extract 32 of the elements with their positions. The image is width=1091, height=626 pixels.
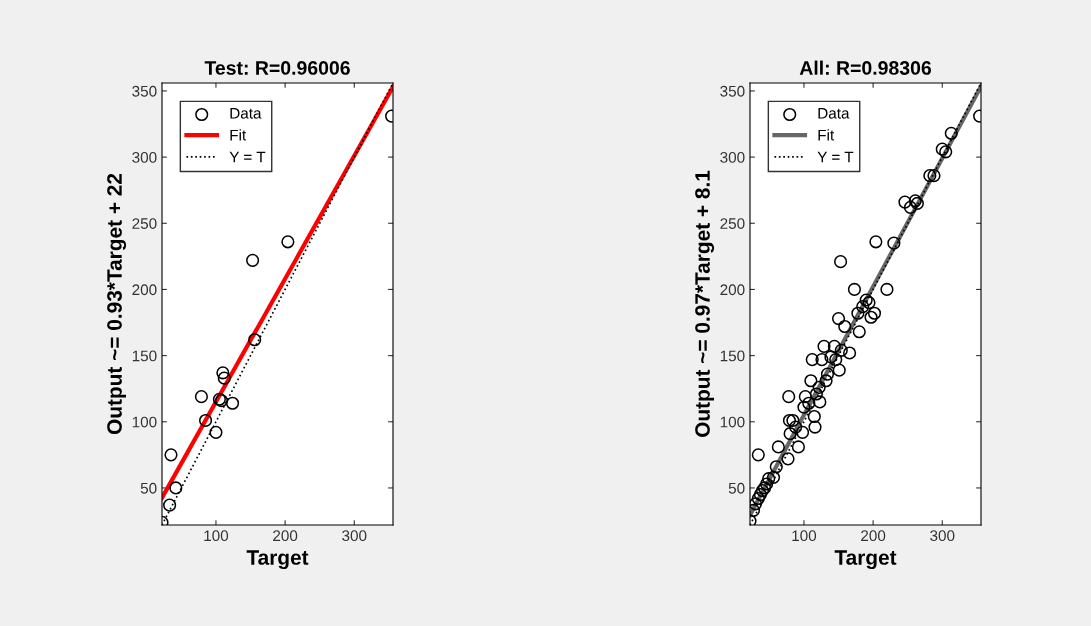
y-tick-label: 350 (720, 85, 745, 97)
y-axis-title: Output ~= 0.93*Target + 22 (107, 173, 127, 435)
y-tick-label: 50 (728, 482, 745, 494)
x-tick-label: 300 (342, 530, 367, 542)
chart-title: Test: R=0.96006 (204, 61, 350, 75)
legend-label: Fit (230, 129, 247, 141)
y-tick-label: 250 (720, 218, 745, 229)
y-tick-label: 100 (720, 416, 745, 428)
y-tick-label: 200 (132, 284, 157, 296)
y-tick-label: 50 (140, 482, 157, 494)
x-axis-title: Target (834, 550, 897, 570)
y-axis-title: Output ~= 0.97*Target + 8.1 (695, 170, 715, 437)
y-tick-label: 300 (132, 151, 157, 163)
legend-label: Data (818, 108, 850, 119)
x-axis-title: Target (246, 550, 309, 570)
legend-label: Y = T (229, 151, 266, 163)
y-tick-label: 100 (132, 416, 157, 428)
chart-title: All: R=0.98306 (799, 60, 931, 75)
y-tick-label: 250 (132, 218, 157, 229)
y-tick-label: 300 (720, 151, 745, 163)
x-tick-label: 300 (930, 530, 955, 542)
y-tick-label: 150 (132, 350, 157, 362)
y-tick-label: 150 (720, 350, 745, 362)
y-tick-label: 350 (132, 85, 157, 97)
y-tick-label: 200 (720, 284, 745, 296)
x-tick-label: 200 (861, 530, 886, 542)
legend-label: Data (230, 108, 262, 119)
legend-label: Y = T (817, 151, 854, 163)
legend-label: Fit (818, 129, 835, 141)
x-tick-label: 200 (273, 530, 298, 542)
x-tick-label: 100 (792, 530, 817, 542)
x-tick-label: 100 (204, 530, 229, 542)
